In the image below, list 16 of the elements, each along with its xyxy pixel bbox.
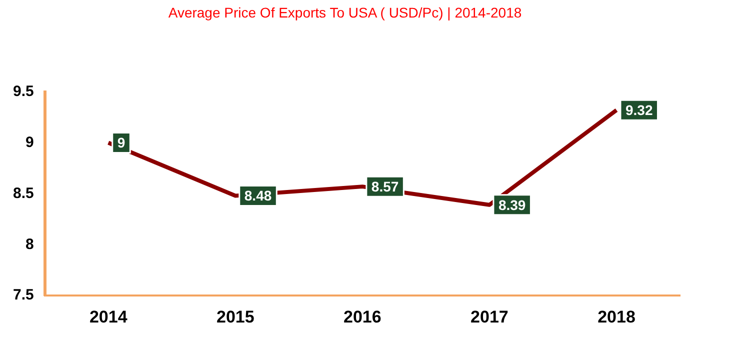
y-tick-label: 8 (26, 236, 34, 253)
data-label: 8.39 (498, 196, 526, 213)
x-tick-label: 2014 (89, 307, 128, 326)
y-tick-label: 9 (26, 134, 34, 151)
data-label: 9.32 (625, 102, 653, 118)
x-tick-label: 2016 (344, 307, 382, 326)
data-label: 8.48 (244, 188, 272, 204)
x-tick-label: 2018 (598, 307, 636, 326)
data-label: 9 (117, 134, 126, 151)
data-label: 8.57 (371, 178, 399, 194)
x-tick-label: 2015 (216, 307, 254, 326)
y-tick-label: 8.5 (12, 184, 34, 202)
x-tick-label: 2017 (470, 307, 508, 326)
chart-title: Average Price Of Exports To USA ( USD/Pc) | 2014-2018 (168, 4, 522, 20)
y-tick-label: 7.5 (12, 286, 34, 304)
y-tick-label: 9.5 (12, 82, 34, 100)
